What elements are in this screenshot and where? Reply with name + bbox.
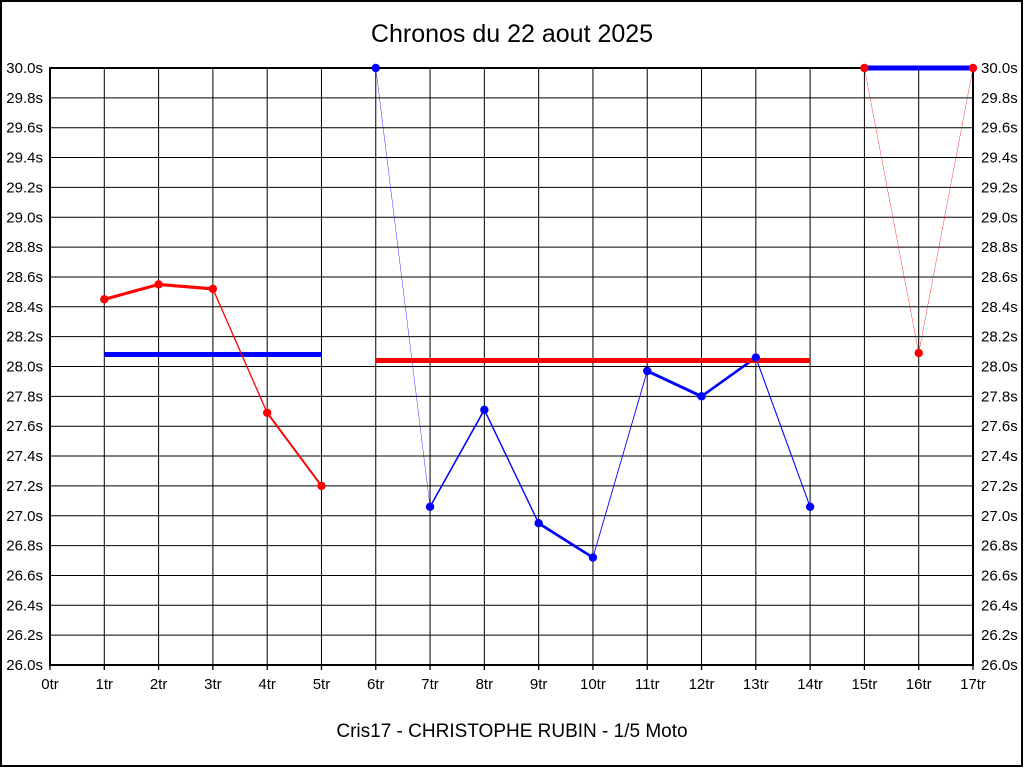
series-markers-run1-lap-times (100, 280, 326, 491)
svg-text:2tr: 2tr (150, 676, 168, 693)
data-point-marker (805, 502, 815, 511)
svg-text:28.0s: 28.0s (6, 359, 43, 376)
svg-text:28.8s: 28.8s (6, 239, 43, 256)
series-line-run2-average-line (375, 358, 811, 364)
svg-text:16tr: 16tr (906, 676, 932, 693)
svg-text:10tr: 10tr (580, 676, 606, 693)
data-point-marker (317, 481, 326, 491)
svg-text:27.2s: 27.2s (6, 478, 43, 495)
svg-text:11tr: 11tr (635, 676, 660, 693)
data-point-marker (100, 295, 109, 304)
data-point-marker (968, 63, 978, 73)
svg-text:28.8s: 28.8s (981, 239, 1018, 256)
series-line-run2-lap-times (375, 66, 811, 560)
data-point-marker (643, 366, 652, 376)
data-point-marker (914, 348, 923, 358)
svg-text:1tr: 1tr (96, 676, 114, 693)
svg-text:29.2s: 29.2s (6, 179, 43, 196)
data-point-marker (154, 280, 163, 289)
svg-text:26.8s: 26.8s (6, 538, 43, 555)
data-point-marker (425, 502, 435, 511)
svg-text:29.0s: 29.0s (6, 209, 43, 226)
svg-text:9tr: 9tr (530, 676, 548, 693)
data-point-marker (534, 519, 543, 528)
svg-text:28.6s: 28.6s (981, 269, 1018, 286)
y-axis-labels-left: 30.0s 29.8s 29.6s 29.4s 29.2s 29.0s 28.8s 28.6s… (6, 60, 43, 674)
svg-text:29.6s: 29.6s (981, 120, 1018, 137)
svg-text:27.6s: 27.6s (981, 418, 1018, 435)
svg-text:27.4s: 27.4s (981, 448, 1018, 465)
svg-text:30.0s: 30.0s (6, 60, 43, 77)
series-line-run1-lap-times (104, 282, 322, 488)
svg-text:26.4s: 26.4s (6, 597, 43, 614)
svg-text:27.8s: 27.8s (6, 388, 43, 405)
series-line-run3-average-line (864, 65, 973, 71)
data-point-marker (860, 63, 869, 73)
svg-text:27.0s: 27.0s (6, 508, 43, 525)
gridlines (49, 67, 974, 666)
svg-text:29.2s: 29.2s (981, 179, 1018, 196)
svg-text:28.6s: 28.6s (6, 269, 43, 286)
data-point-marker (208, 284, 218, 294)
svg-text:29.4s: 29.4s (981, 150, 1018, 167)
svg-text:28.4s: 28.4s (6, 299, 43, 316)
svg-text:29.8s: 29.8s (981, 90, 1018, 107)
data-point-marker (262, 408, 272, 417)
svg-text:30.0s: 30.0s (981, 60, 1018, 77)
series-line-run1-average-line (104, 352, 322, 358)
svg-text:7tr: 7tr (421, 676, 439, 693)
svg-text:28.2s: 28.2s (981, 329, 1018, 346)
data-point-marker (480, 405, 489, 414)
series-markers-run3-lap-times (860, 63, 978, 358)
svg-text:29.0s: 29.0s (981, 209, 1018, 226)
svg-text:27.0s: 27.0s (981, 508, 1018, 525)
svg-text:14tr: 14tr (797, 676, 823, 693)
svg-text:27.4s: 27.4s (6, 448, 43, 465)
svg-text:29.4s: 29.4s (6, 150, 43, 167)
data-point-marker (751, 353, 761, 362)
svg-text:29.8s: 29.8s (6, 90, 43, 107)
x-axis-labels: 0tr 1tr 2tr 3tr 4tr 5tr 6tr 7tr 8tr 9tr 10tr 11tr 12… (41, 676, 986, 693)
svg-text:26.4s: 26.4s (981, 597, 1018, 614)
svg-text:12tr: 12tr (689, 676, 715, 693)
series-markers-run2-lap-times (371, 63, 815, 562)
svg-text:28.2s: 28.2s (6, 329, 43, 346)
svg-text:27.2s: 27.2s (981, 478, 1018, 495)
data-point-marker (697, 392, 706, 401)
svg-text:17tr: 17tr (960, 676, 986, 693)
chart-title: Chronos du 22 aout 2025 (370, 20, 654, 48)
svg-text:4tr: 4tr (258, 676, 276, 693)
svg-text:8tr: 8tr (476, 676, 494, 693)
svg-text:26.8s: 26.8s (981, 538, 1018, 555)
svg-text:26.2s: 26.2s (981, 627, 1018, 644)
svg-text:28.0s: 28.0s (981, 359, 1018, 376)
chart-footer: Cris17 - CHRISTOPHE RUBIN - 1/5 Moto (336, 721, 688, 742)
data-point-marker (371, 63, 380, 73)
svg-text:0tr: 0tr (41, 676, 59, 693)
data-point-marker (588, 553, 598, 562)
plot-border (49, 67, 974, 666)
svg-text:29.6s: 29.6s (6, 120, 43, 137)
svg-text:28.4s: 28.4s (981, 299, 1018, 316)
svg-text:6tr: 6tr (367, 676, 385, 693)
svg-text:5tr: 5tr (313, 676, 331, 693)
svg-text:26.2s: 26.2s (6, 627, 43, 644)
svg-text:26.6s: 26.6s (6, 567, 43, 584)
svg-text:27.8s: 27.8s (981, 388, 1018, 405)
svg-text:27.6s: 27.6s (6, 418, 43, 435)
svg-text:26.6s: 26.6s (981, 567, 1018, 584)
series-line-run3-lap-times (864, 67, 973, 355)
svg-text:3tr: 3tr (204, 676, 222, 693)
svg-text:26.0s: 26.0s (6, 657, 43, 674)
svg-text:26.0s: 26.0s (981, 657, 1018, 674)
svg-text:15tr: 15tr (851, 676, 877, 693)
y-axis-labels-right: 30.0s 29.8s 29.6s 29.4s 29.2s 29.0s 28.8s 28.6s… (981, 60, 1018, 674)
svg-text:13tr: 13tr (743, 676, 769, 693)
